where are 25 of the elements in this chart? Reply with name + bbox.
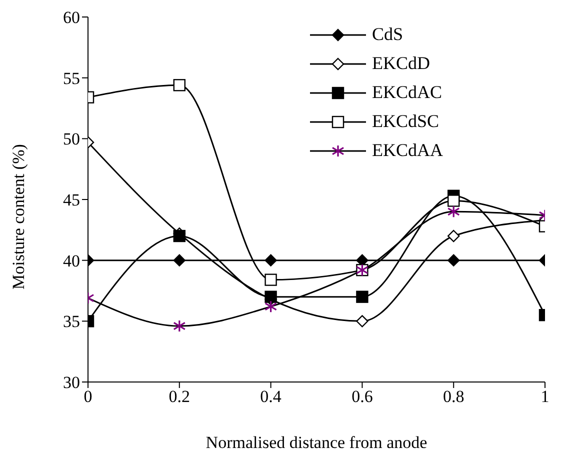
y-axis-title: Moisture content (%) [9, 144, 28, 290]
legend-label: EKCdAC [372, 81, 442, 104]
y-tick-label: 40 [63, 251, 80, 270]
point [264, 274, 277, 286]
y-tick-label: 55 [63, 68, 80, 88]
x-axis-title: Normalised distance from anode [206, 433, 428, 452]
legend-label: CdS [372, 23, 404, 46]
point [264, 290, 277, 303]
y-tick-label: 45 [63, 190, 80, 210]
y-tick-label: 50 [63, 130, 80, 149]
x-tick-label: 0.6 [352, 387, 373, 406]
point [264, 254, 277, 266]
x-tick-label: 0 [84, 387, 92, 406]
x-tick-label: 0.2 [168, 387, 190, 406]
x-tick-label: 0.4 [260, 387, 282, 406]
legend-label: EKCdD [372, 52, 430, 75]
point [356, 290, 368, 303]
x-tick-label: 1 [540, 387, 550, 406]
legend-label: EKCdAA [372, 139, 443, 162]
legend-label: EKCdSC [372, 110, 440, 133]
y-tick-label: 60 [63, 8, 80, 28]
x-tick-label: 0.8 [442, 387, 464, 406]
y-tick-label: 35 [63, 312, 80, 332]
y-tick-label: 30 [63, 373, 80, 392]
point [264, 300, 278, 313]
